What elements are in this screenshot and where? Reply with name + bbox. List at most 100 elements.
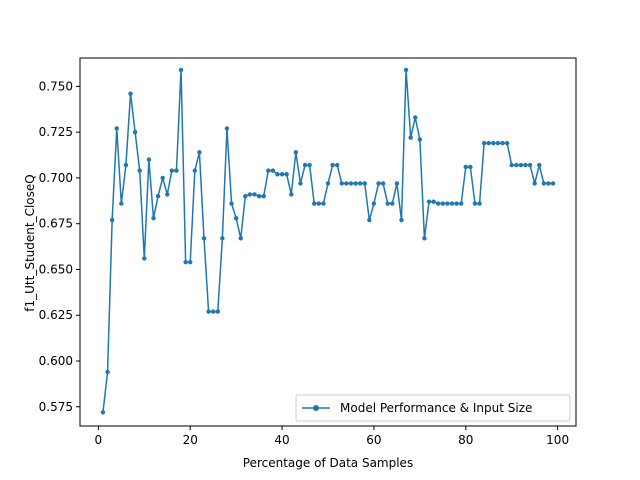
data-point bbox=[151, 216, 156, 221]
data-point bbox=[514, 162, 519, 168]
data-point bbox=[210, 309, 216, 314]
data-point bbox=[436, 201, 441, 206]
data-point bbox=[454, 201, 459, 206]
x-tick-label: 40 bbox=[274, 433, 289, 447]
data-point bbox=[431, 199, 436, 204]
axes-frame bbox=[79, 57, 577, 427]
data-point bbox=[527, 162, 533, 168]
data-point bbox=[367, 217, 372, 223]
y-axis-label: f1_Utt_Student_CloseQ bbox=[23, 174, 37, 311]
y-tick-label: 0.675 bbox=[39, 217, 73, 231]
data-point bbox=[477, 201, 482, 206]
data-point bbox=[197, 150, 202, 155]
data-point bbox=[261, 194, 266, 199]
legend-marker-swatch bbox=[313, 405, 319, 411]
data-point bbox=[119, 201, 124, 206]
data-point bbox=[362, 181, 367, 186]
legend-label: Model Performance & Input Size bbox=[340, 401, 532, 415]
data-point bbox=[307, 162, 312, 168]
data-point bbox=[325, 181, 331, 186]
data-point bbox=[256, 194, 262, 199]
data-point bbox=[206, 309, 211, 314]
x-tick-label: 20 bbox=[183, 433, 198, 447]
data-point bbox=[316, 201, 322, 206]
data-point bbox=[233, 216, 239, 221]
data-point bbox=[279, 172, 285, 177]
data-point bbox=[114, 126, 119, 131]
data-point bbox=[445, 201, 450, 206]
data-point bbox=[495, 140, 501, 146]
x-tick-label: 0 bbox=[95, 433, 103, 447]
data-point bbox=[334, 162, 340, 168]
y-tick-label: 0.600 bbox=[39, 354, 73, 368]
data-point bbox=[160, 175, 165, 181]
data-point bbox=[275, 172, 280, 177]
data-point bbox=[468, 164, 473, 170]
data-point bbox=[504, 140, 510, 146]
data-point bbox=[298, 181, 303, 186]
data-point bbox=[403, 67, 409, 73]
data-point bbox=[289, 192, 294, 197]
data-point bbox=[183, 259, 188, 265]
x-tick-label: 60 bbox=[366, 433, 381, 447]
data-point bbox=[284, 172, 289, 177]
data-point bbox=[165, 192, 170, 197]
data-point bbox=[532, 181, 537, 186]
data-point bbox=[472, 201, 478, 206]
data-point bbox=[550, 181, 556, 186]
data-point bbox=[440, 201, 446, 206]
y-tick-label: 0.625 bbox=[39, 308, 73, 322]
data-point bbox=[344, 181, 349, 186]
data-point bbox=[481, 140, 487, 146]
data-point bbox=[123, 162, 129, 168]
data-point bbox=[463, 164, 468, 170]
data-point bbox=[500, 140, 505, 146]
data-point bbox=[224, 126, 230, 131]
data-point bbox=[339, 181, 344, 186]
data-point bbox=[491, 140, 496, 146]
data-point bbox=[132, 129, 138, 135]
data-point bbox=[537, 162, 542, 168]
data-point bbox=[399, 217, 404, 223]
data-point bbox=[486, 140, 491, 146]
y-tick-label: 0.700 bbox=[39, 171, 73, 185]
data-point bbox=[518, 162, 524, 168]
data-layer bbox=[100, 67, 556, 415]
data-point bbox=[100, 410, 106, 415]
data-point bbox=[293, 150, 299, 155]
data-point bbox=[385, 201, 390, 206]
data-point bbox=[321, 201, 326, 206]
data-point bbox=[353, 181, 358, 186]
data-point bbox=[188, 259, 193, 265]
data-point bbox=[252, 192, 257, 197]
data-point bbox=[155, 194, 161, 199]
data-point bbox=[509, 162, 514, 168]
data-point bbox=[330, 162, 335, 168]
data-point bbox=[146, 157, 152, 162]
data-point bbox=[523, 162, 528, 168]
x-tick-label: 100 bbox=[546, 433, 569, 447]
y-tick-label: 0.575 bbox=[39, 400, 73, 414]
data-point bbox=[426, 199, 432, 204]
x-tick-label: 80 bbox=[458, 433, 473, 447]
data-point bbox=[105, 369, 110, 375]
data-point bbox=[458, 201, 464, 206]
data-point bbox=[408, 135, 413, 140]
data-point bbox=[390, 201, 395, 206]
legend: Model Performance & Input Size bbox=[295, 394, 571, 422]
y-tick-label: 0.725 bbox=[39, 125, 73, 139]
data-point bbox=[302, 162, 308, 168]
data-point bbox=[142, 256, 147, 261]
data-point bbox=[137, 168, 142, 173]
data-point bbox=[422, 236, 427, 241]
data-point bbox=[243, 194, 248, 199]
y-tick-label: 0.750 bbox=[39, 79, 73, 93]
data-point bbox=[220, 236, 225, 241]
data-point bbox=[449, 201, 455, 206]
data-point bbox=[417, 137, 423, 142]
data-point bbox=[270, 168, 276, 173]
plot-area bbox=[79, 57, 577, 427]
data-point bbox=[380, 181, 386, 186]
data-point bbox=[109, 217, 115, 223]
